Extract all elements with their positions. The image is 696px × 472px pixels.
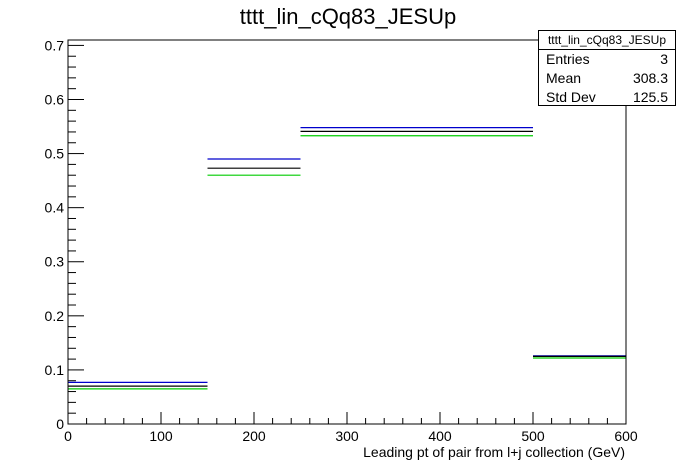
x-tick-label: 300 — [335, 428, 359, 444]
y-tick-label: 0.1 — [45, 362, 65, 378]
stats-value: 308.3 — [632, 70, 668, 86]
x-tick-label: 600 — [614, 428, 638, 444]
y-tick-label: 0.2 — [45, 308, 65, 324]
stats-label: Entries — [546, 51, 590, 67]
x-tick-label: 0 — [64, 428, 72, 444]
stats-row-entries: Entries 3 — [539, 50, 675, 69]
stats-box: tttt_lin_cQq83_JESUp Entries 3 Mean 308.… — [538, 30, 676, 106]
x-axis-label: Leading pt of pair from l+j collection (… — [363, 444, 625, 460]
y-tick-label: 0 — [56, 416, 64, 432]
stats-row-stddev: Std Dev 125.5 — [539, 88, 675, 107]
x-tick-label: 500 — [521, 428, 545, 444]
y-tick-label: 0.3 — [45, 254, 65, 270]
series-layer — [68, 127, 626, 390]
y-tick-label: 0.6 — [45, 91, 65, 107]
y-tick-label: 0.5 — [45, 146, 65, 162]
stats-label: Mean — [546, 70, 582, 86]
y-tick-label: 0.7 — [45, 37, 65, 53]
stats-value: 125.5 — [632, 89, 668, 105]
stats-row-mean: Mean 308.3 — [539, 69, 675, 88]
chart-title: tttt_lin_cQq83_JESUp — [239, 4, 457, 29]
x-tick-label: 200 — [242, 428, 266, 444]
stats-label: Std Dev — [546, 89, 596, 105]
x-tick-label: 400 — [428, 428, 452, 444]
x-tick-label: 100 — [149, 428, 173, 444]
stats-value: 3 — [660, 51, 668, 67]
stats-box-title: tttt_lin_cQq83_JESUp — [539, 31, 675, 50]
axes-layer: 0 100 200 300 400 500 600 0 0.1 0.2 0.3 0.4 0.5 0.6 0.… — [45, 37, 638, 444]
y-tick-label: 0.4 — [45, 200, 65, 216]
